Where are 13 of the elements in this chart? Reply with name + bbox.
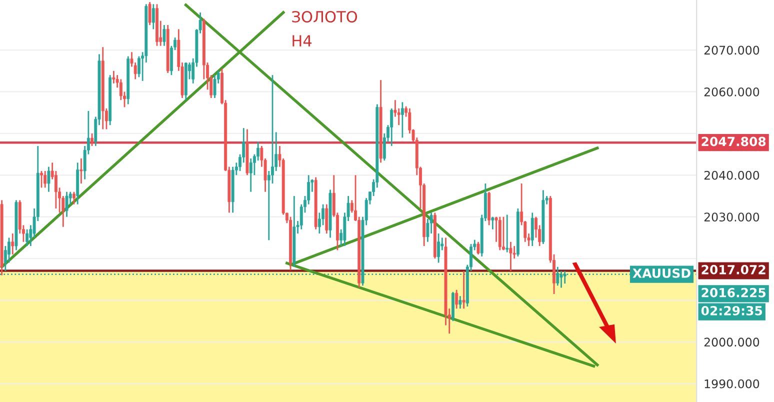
y-tick-label: 2000.000 xyxy=(704,338,760,347)
annotation: ЗОЛОТО xyxy=(292,10,358,23)
ref-line-label: 2016.225 xyxy=(702,288,766,298)
y-tick-label: 2030.000 xyxy=(704,212,760,222)
ref-line-label: 2047.808 xyxy=(702,136,766,146)
annotation: XAUUSD xyxy=(632,268,690,278)
y-tick-label: 2070.000 xyxy=(704,46,760,55)
ref-line-label: 2017.072 xyxy=(702,264,766,274)
text: 02:29:35 xyxy=(701,306,762,316)
annotation: H4 xyxy=(292,35,312,46)
y-tick-label: 2040.000 xyxy=(704,170,760,180)
y-tick-label: 1990.000 xyxy=(704,379,760,388)
y-tick-label: 2060.000 xyxy=(704,87,760,96)
